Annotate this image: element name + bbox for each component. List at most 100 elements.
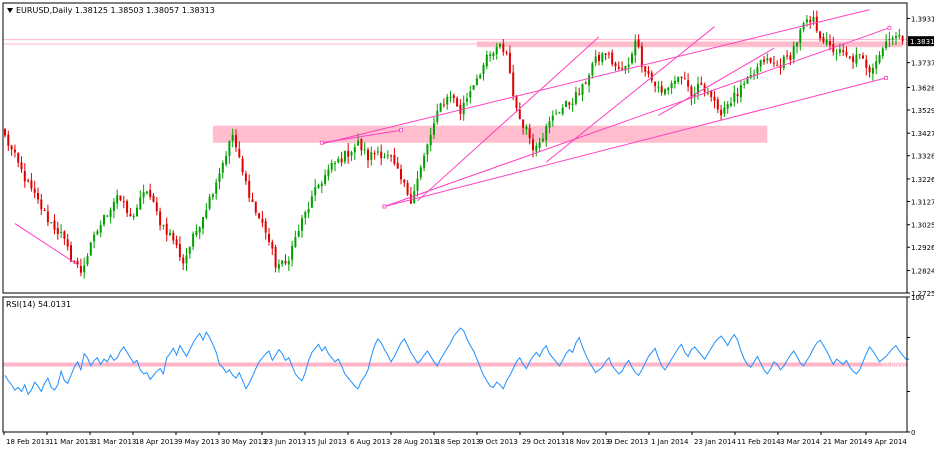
- candle-body: [842, 50, 845, 53]
- candle-body: [46, 211, 49, 223]
- candle-body: [730, 103, 732, 106]
- candle-body: [644, 66, 647, 72]
- candle-body: [835, 53, 838, 55]
- candle-body: [812, 17, 815, 22]
- candle-body: [654, 81, 657, 87]
- candle-body: [723, 107, 726, 114]
- candle-body: [317, 184, 320, 188]
- rsi-tick-label: 0: [911, 429, 915, 437]
- candle-body: [518, 109, 521, 119]
- candle-body: [875, 61, 878, 69]
- candle-body: [525, 126, 528, 130]
- trend-line-2[interactable]: [417, 36, 600, 202]
- candle-body: [598, 54, 600, 62]
- candle-body: [264, 221, 267, 233]
- candle-body: [512, 72, 515, 97]
- candle-body: [621, 68, 624, 70]
- price-tick-label: 1.36280: [911, 84, 934, 92]
- candle-body: [294, 237, 297, 248]
- candle-body: [640, 46, 643, 67]
- candle-body: [145, 191, 148, 194]
- trend-line-6[interactable]: [14, 223, 78, 265]
- date-tick-label: 6 Aug 2013: [350, 438, 390, 446]
- candle-body: [99, 225, 102, 233]
- candle-body: [871, 67, 874, 74]
- candle-body: [76, 260, 79, 265]
- candle-body: [901, 36, 904, 42]
- candle-body: [772, 62, 775, 64]
- price-tick-label: 1.33280: [911, 153, 934, 161]
- candle-body: [492, 53, 495, 57]
- candle-body: [706, 92, 709, 94]
- candle-body: [581, 84, 584, 95]
- candle-body: [132, 215, 135, 218]
- candle-body: [30, 180, 33, 189]
- triangle-down-icon[interactable]: [7, 8, 13, 13]
- price-tick-label: 1.39310: [911, 15, 934, 23]
- trend-line-0[interactable]: [321, 9, 870, 145]
- candle-body: [439, 103, 442, 112]
- candle-body: [693, 94, 696, 97]
- candle-body: [400, 169, 402, 180]
- candle-body: [119, 195, 122, 201]
- trend-line-handle[interactable]: [399, 128, 403, 133]
- candle-body: [106, 215, 109, 217]
- candle-body: [251, 199, 254, 202]
- candle-body: [373, 153, 376, 155]
- rsi-layer: 50.0000: [3, 327, 910, 396]
- candle-body: [284, 261, 287, 264]
- trend-line-5[interactable]: [384, 27, 890, 207]
- date-tick-label: 15 Jul 2013: [307, 438, 347, 446]
- candle-body: [647, 70, 650, 75]
- candle-body: [103, 214, 105, 225]
- candle-body: [548, 121, 551, 128]
- trend-line-handle[interactable]: [884, 75, 888, 80]
- candle-body: [320, 183, 323, 186]
- trend-line-handle[interactable]: [382, 204, 387, 209]
- trend-line-handle[interactable]: [887, 25, 892, 30]
- date-tick-label: 9 Oct 2013: [479, 438, 518, 446]
- date-tick-label: 9 Apr 2014: [868, 438, 907, 446]
- candle-body: [436, 110, 439, 122]
- candle-body: [888, 39, 891, 41]
- trend-line-1[interactable]: [384, 77, 887, 207]
- candle-body: [505, 52, 508, 54]
- candle-body: [670, 83, 673, 89]
- candle-body: [304, 212, 307, 218]
- candle-body: [565, 100, 567, 107]
- candle-body: [192, 233, 195, 247]
- date-tick-label: 18 Apr 2013: [135, 438, 178, 446]
- candle-body: [53, 220, 56, 230]
- trend-line-handle[interactable]: [319, 140, 324, 145]
- candle-body: [624, 66, 627, 71]
- candle-body: [162, 224, 165, 226]
- date-tick-label: 9 Dec 2013: [608, 438, 648, 446]
- candle-body: [367, 149, 369, 161]
- candle-body: [489, 54, 492, 57]
- candle-body: [56, 228, 59, 234]
- trend-line-4[interactable]: [658, 47, 775, 116]
- candle-body: [452, 95, 455, 99]
- candle-body: [403, 179, 406, 183]
- candle-body: [129, 214, 132, 217]
- candle-body: [221, 162, 224, 173]
- candle-body: [50, 222, 53, 224]
- candle-body: [720, 109, 723, 116]
- candle-body: [898, 35, 901, 37]
- candle-body: [588, 75, 591, 86]
- trend-lines-layer[interactable]: [14, 9, 892, 265]
- zone-rect-1: [212, 125, 768, 143]
- date-tick-label: 18 Feb 2013: [6, 438, 50, 446]
- candle-body: [449, 96, 452, 98]
- candle-body: [93, 234, 96, 242]
- candle-body: [753, 73, 756, 75]
- candle-body: [406, 182, 409, 195]
- candle-body: [13, 149, 16, 153]
- candle-body: [363, 149, 366, 151]
- candle-body: [314, 187, 317, 196]
- trend-line-7[interactable]: [321, 129, 402, 144]
- price-tick-label: 1.34270: [911, 130, 934, 138]
